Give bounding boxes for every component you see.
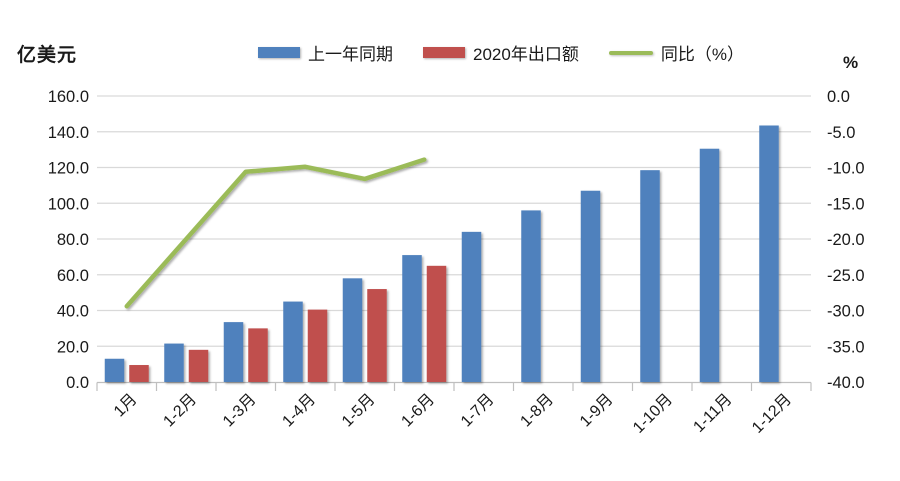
left-axis-tick-label: 20.0 — [57, 338, 89, 356]
bar-last-year — [759, 125, 779, 383]
left-axis-tick-label: 160.0 — [48, 88, 89, 106]
x-axis-category-label: 1-12月 — [749, 391, 795, 437]
bar-last-year — [402, 255, 422, 382]
bar-last-year — [342, 278, 363, 382]
left-axis-tick-label: 40.0 — [57, 303, 89, 321]
bar-last-year — [640, 170, 660, 382]
bar-last-year — [223, 322, 244, 382]
x-axis-category-label: 1-10月 — [630, 391, 676, 437]
left-axis-title: 亿美元 — [17, 45, 78, 66]
right-axis-tick-label: -35.0 — [827, 338, 865, 356]
x-axis-category-label: 1-2月 — [160, 391, 200, 431]
right-axis-tick-label: 0.0 — [827, 88, 850, 106]
bar-2020-export — [307, 309, 328, 382]
legend-item-yoy-percent: 同比（%） — [608, 40, 744, 65]
bar-2020-export — [248, 328, 268, 382]
left-axis-tick-label: 140.0 — [48, 124, 89, 142]
legend: 上一年同期 2020年出口额 同比（%） — [258, 40, 744, 65]
right-axis-tick-label: -40.0 — [827, 374, 865, 392]
bar-2020-export — [188, 349, 209, 382]
left-axis-tick-label: 0.0 — [66, 374, 89, 392]
x-axis-category-label: 1-5月 — [339, 391, 379, 431]
x-axis-category-label: 1-9月 — [577, 391, 617, 431]
bar-last-year — [699, 148, 720, 382]
x-axis-category-label: 1-7月 — [458, 391, 498, 431]
legend-swatch-red-bar — [423, 47, 465, 58]
bar-2020-export — [426, 265, 447, 382]
x-axis-category-label: 1-6月 — [398, 391, 438, 431]
right-axis-tick-label: -5.0 — [827, 124, 855, 142]
yoy-line — [124, 157, 427, 309]
x-axis-category-label: 1-4月 — [279, 391, 319, 431]
bar-2020-export — [367, 289, 387, 382]
legend-label-last-year: 上一年同期 — [308, 45, 393, 64]
x-axis-category-label: 1-3月 — [220, 391, 260, 431]
bar-last-year — [461, 231, 482, 382]
left-axis-tick-label: 80.0 — [57, 231, 89, 249]
right-axis-tick-label: -10.0 — [827, 160, 865, 178]
bar-last-year — [521, 210, 541, 382]
legend-label-2020-export: 2020年出口额 — [473, 45, 579, 64]
legend-swatch-blue-bar — [258, 47, 300, 58]
bar-last-year — [283, 301, 303, 382]
x-axis-category-label: 1-8月 — [517, 391, 557, 431]
right-axis-tick-label: -30.0 — [827, 303, 865, 321]
legend-item-last-year: 上一年同期 — [258, 40, 393, 65]
left-axis-tick-label: 60.0 — [57, 267, 89, 285]
bar-last-year — [580, 190, 601, 382]
legend-item-2020-export: 2020年出口额 — [423, 40, 579, 65]
left-axis-tick-label: 120.0 — [48, 160, 89, 178]
bar-last-year — [104, 358, 125, 382]
right-axis-tick-label: -15.0 — [827, 195, 865, 213]
legend-label-yoy-percent: 同比（%） — [660, 45, 744, 64]
x-axis-category-label: 1-11月 — [690, 391, 735, 436]
right-axis-title: % — [843, 53, 859, 72]
right-axis-tick-label: -20.0 — [827, 231, 865, 249]
x-axis-category-label: 1月 — [111, 391, 141, 421]
right-axis-tick-label: -25.0 — [827, 267, 865, 285]
bar-last-year — [164, 343, 184, 382]
left-axis-tick-label: 100.0 — [48, 195, 89, 213]
legend-swatch-green-line — [608, 50, 653, 55]
bar-2020-export — [129, 365, 149, 382]
